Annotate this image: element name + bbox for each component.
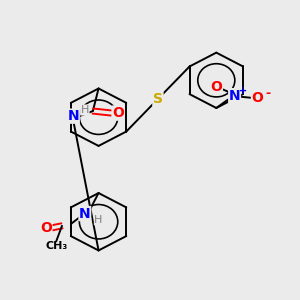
Text: +: +	[238, 85, 247, 96]
Text: S: S	[153, 92, 163, 106]
Text: O: O	[210, 80, 222, 94]
Text: H: H	[81, 105, 89, 115]
Text: N: N	[79, 206, 91, 220]
Text: O: O	[112, 106, 124, 120]
Text: N: N	[229, 89, 240, 103]
Text: H: H	[94, 215, 103, 225]
Text: CH₃: CH₃	[45, 241, 68, 251]
Text: O: O	[251, 91, 263, 105]
Text: N: N	[68, 109, 79, 123]
Text: -: -	[265, 87, 270, 100]
Text: O: O	[40, 221, 52, 235]
